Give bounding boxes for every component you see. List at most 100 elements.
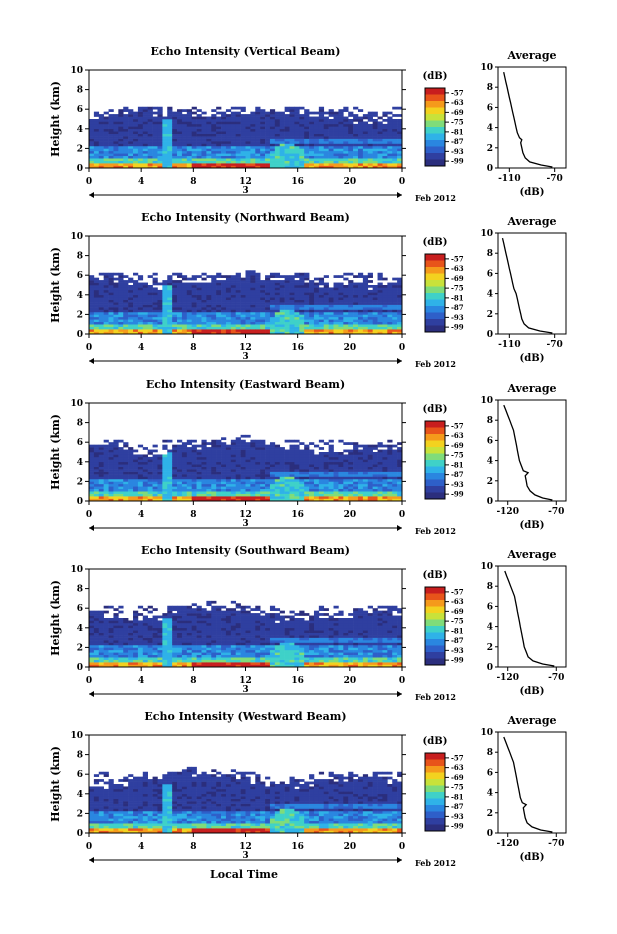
heatmap-cell — [309, 156, 314, 159]
heatmap-cell — [324, 317, 329, 320]
heatmap-cell — [113, 638, 118, 641]
heatmap-cell — [348, 305, 353, 308]
heatmap-cell — [348, 472, 353, 475]
heatmap-cell — [343, 314, 348, 317]
profile-y-tick-label: 2 — [487, 477, 493, 487]
heatmap-cell — [104, 450, 109, 453]
heatmap-cell — [382, 112, 387, 115]
heatmap-cell — [250, 136, 255, 139]
heatmap-cell — [255, 324, 260, 327]
heatmap-cell — [123, 141, 128, 144]
heatmap-cell — [172, 322, 177, 325]
heatmap-cell — [309, 484, 314, 487]
heatmap-cell — [358, 109, 363, 112]
heatmap-cell — [206, 290, 211, 293]
heatmap-cell — [153, 454, 158, 457]
heatmap-cell — [319, 109, 324, 112]
heatmap-cell — [368, 126, 373, 129]
heatmap-cell — [353, 479, 358, 482]
heatmap-cell — [255, 131, 260, 134]
heatmap-cell — [109, 129, 114, 132]
heatmap-cell — [118, 312, 123, 315]
heatmap-cell — [241, 322, 246, 325]
heatmap-cell — [89, 156, 94, 159]
heatmap-cell — [133, 136, 138, 139]
heatmap-cell — [373, 153, 378, 156]
heatmap-cell — [148, 464, 153, 467]
heatmap-cell — [109, 124, 114, 127]
heatmap-cell — [113, 287, 118, 290]
heatmap-cell — [246, 322, 251, 325]
heatmap-cell — [206, 479, 211, 482]
heatmap-cell — [162, 163, 167, 166]
heatmap-cell — [324, 295, 329, 298]
heatmap-cell — [157, 322, 162, 325]
heatmap-cell — [280, 121, 285, 124]
heatmap-cell — [177, 273, 182, 276]
heatmap-cell — [143, 283, 148, 286]
heatmap-cell — [123, 126, 128, 129]
heatmap-cell — [368, 134, 373, 137]
heatmap-cell — [192, 300, 197, 303]
heatmap-cell — [201, 452, 206, 455]
heatmap-cell — [290, 472, 295, 475]
heatmap-cell — [392, 151, 397, 154]
heatmap-cell — [329, 295, 334, 298]
heatmap-cell — [226, 481, 231, 484]
heatmap-cell — [319, 278, 324, 281]
heatmap-cell — [250, 141, 255, 144]
heatmap-cell — [94, 618, 99, 621]
heatmap-cell — [104, 153, 109, 156]
heatmap-cell — [314, 141, 319, 144]
heatmap-cell — [123, 302, 128, 305]
heatmap-cell — [275, 134, 280, 137]
heatmap-cell — [201, 129, 206, 132]
heatmap-cell — [250, 445, 255, 448]
heatmap-cell — [290, 287, 295, 290]
heatmap-cell — [373, 161, 378, 164]
heatmap-cell — [216, 452, 221, 455]
heatmap-cell — [206, 292, 211, 295]
heatmap-cell — [104, 645, 109, 648]
heatmap-cell — [148, 457, 153, 460]
heatmap-cell — [338, 327, 343, 330]
heatmap-cell — [246, 305, 251, 308]
heatmap-cell — [133, 141, 138, 144]
heatmap-cell — [153, 305, 158, 308]
heatmap-cell — [167, 312, 172, 315]
heatmap-cell — [285, 327, 290, 330]
heatmap-cell — [118, 324, 123, 327]
heatmap-cell — [153, 158, 158, 161]
heatmap-cell — [201, 489, 206, 492]
heatmap-cell — [231, 290, 236, 293]
heatmap-cell — [221, 285, 226, 288]
heatmap-cell — [314, 285, 319, 288]
heatmap-cell — [177, 146, 182, 149]
heatmap-cell — [172, 462, 177, 465]
heatmap-cell — [231, 295, 236, 298]
heatmap-cell — [348, 273, 353, 276]
heatmap-cell — [148, 292, 153, 295]
heatmap-cell — [211, 295, 216, 298]
heatmap-cell — [309, 146, 314, 149]
heatmap-cell — [319, 287, 324, 290]
heatmap-cell — [118, 618, 123, 621]
heatmap-cell — [290, 139, 295, 142]
heatmap-cell — [153, 163, 158, 166]
heatmap-cell — [329, 156, 334, 159]
heatmap-cell — [211, 285, 216, 288]
heatmap-cell — [314, 486, 319, 489]
heatmap-cell — [280, 148, 285, 151]
heatmap-cell — [104, 633, 109, 636]
heatmap-cell — [133, 454, 138, 457]
heatmap-cell — [99, 464, 104, 467]
heatmap-cell — [299, 442, 304, 445]
colorbar-swatch — [425, 493, 445, 500]
heatmap-cell — [201, 156, 206, 159]
heatmap-cell — [241, 457, 246, 460]
heatmap-cell — [378, 467, 383, 470]
heatmap-cell — [270, 121, 275, 124]
heatmap-cell — [378, 324, 383, 327]
heatmap-cell — [118, 657, 123, 660]
heatmap-cell — [138, 635, 143, 638]
